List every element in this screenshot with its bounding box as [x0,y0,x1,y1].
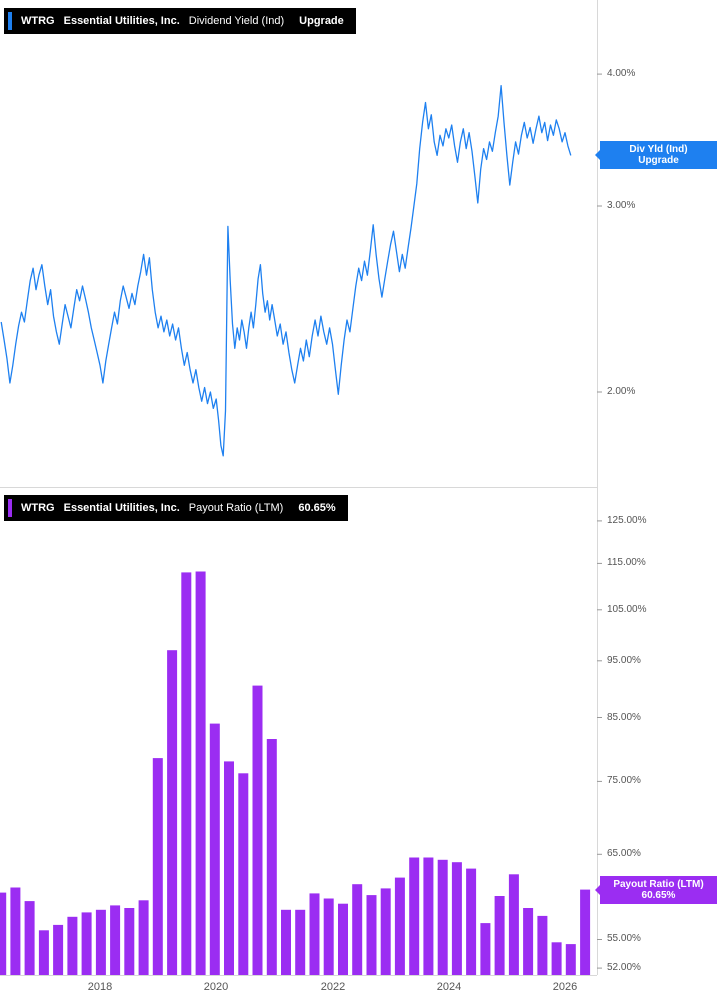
payout-ratio-bar[interactable] [409,857,420,976]
badge-notch [595,150,600,160]
badge-value-label: 60.65% [641,890,676,901]
payout-ratio-bar[interactable] [580,889,591,975]
payout-ratio-bar[interactable] [451,862,462,975]
legend-company: Essential Utilities, Inc. [63,502,180,514]
legend-metric: Payout Ratio (LTM) [188,502,284,514]
payout-ratio-bar[interactable] [10,887,21,976]
payout-ratio-bar[interactable] [95,909,106,975]
payout-ratio-bar[interactable] [181,572,192,975]
payout-ratio-bar[interactable] [437,859,448,975]
payout-ratio-bar[interactable] [53,924,64,975]
payout-ratio-bar[interactable] [167,650,178,975]
payout-ratio-bar[interactable] [81,912,92,975]
payout-ratio-bar[interactable] [195,571,206,976]
payout-ratio-bar[interactable] [323,898,334,976]
payout-ratio-bar[interactable] [466,868,477,975]
legend-current-value: 60.65% [298,502,336,514]
badge-metric-label: Payout Ratio (LTM) [613,879,704,890]
payout-ratio-bar[interactable] [252,685,263,975]
series-color-chip-purple [8,499,12,517]
legend-dividend-yield[interactable]: WTRG Essential Utilities, Inc. Dividend … [4,8,356,34]
payout-ratio-bar[interactable] [423,857,434,976]
payout-ratio-bar[interactable] [138,900,149,975]
last-value-badge-payout-ratio: Payout Ratio (LTM) 60.65% [595,876,717,904]
payout-ratio-bar[interactable] [380,888,391,975]
payout-ratio-bar[interactable] [551,942,562,975]
payout-ratio-bar[interactable] [224,761,234,975]
payout-ratio-bar[interactable] [281,909,291,975]
payout-ratio-bar[interactable] [394,877,405,975]
badge-upgrade-label: Upgrade [638,155,679,166]
payout-ratio-bar[interactable] [352,884,363,975]
series-color-chip-blue [8,12,12,30]
badge-notch [595,885,600,895]
legend-company: Essential Utilities, Inc. [63,15,180,27]
payout-ratio-bar[interactable] [494,896,505,975]
payout-ratio-bar[interactable] [38,930,49,975]
payout-ratio-bar[interactable] [266,739,277,975]
payout-ratio-bar[interactable] [238,773,249,975]
payout-ratio-bar[interactable] [295,909,306,975]
dividend-yield-line[interactable] [0,85,572,457]
payout-ratio-bar[interactable] [24,901,35,975]
legend-payout-ratio[interactable]: WTRG Essential Utilities, Inc. Payout Ra… [4,495,348,521]
payout-ratio-bar[interactable] [110,905,121,975]
payout-ratio-bar[interactable] [209,723,220,975]
payout-ratio-bar[interactable] [480,923,491,975]
upgrade-link[interactable]: Upgrade [299,15,344,27]
payout-ratio-bar[interactable] [565,944,576,975]
payout-ratio-bar[interactable] [124,908,135,975]
payout-ratio-bar[interactable] [338,903,348,975]
legend-ticker: WTRG [21,502,55,514]
payout-ratio-bar[interactable] [0,892,7,975]
payout-ratio-bar[interactable] [537,915,548,975]
last-value-badge-dividend-yield: Div Yld (Ind) Upgrade [595,141,717,169]
payout-ratio-bar[interactable] [67,916,78,975]
payout-ratio-bar[interactable] [366,895,377,975]
legend-ticker: WTRG [21,15,55,27]
legend-metric: Dividend Yield (Ind) [188,15,285,27]
payout-ratio-bar[interactable] [309,893,320,975]
payout-ratio-bar[interactable] [523,908,534,975]
badge-metric-label: Div Yld (Ind) [629,144,688,155]
payout-ratio-bar[interactable] [508,874,519,975]
payout-ratio-bar[interactable] [152,758,163,975]
